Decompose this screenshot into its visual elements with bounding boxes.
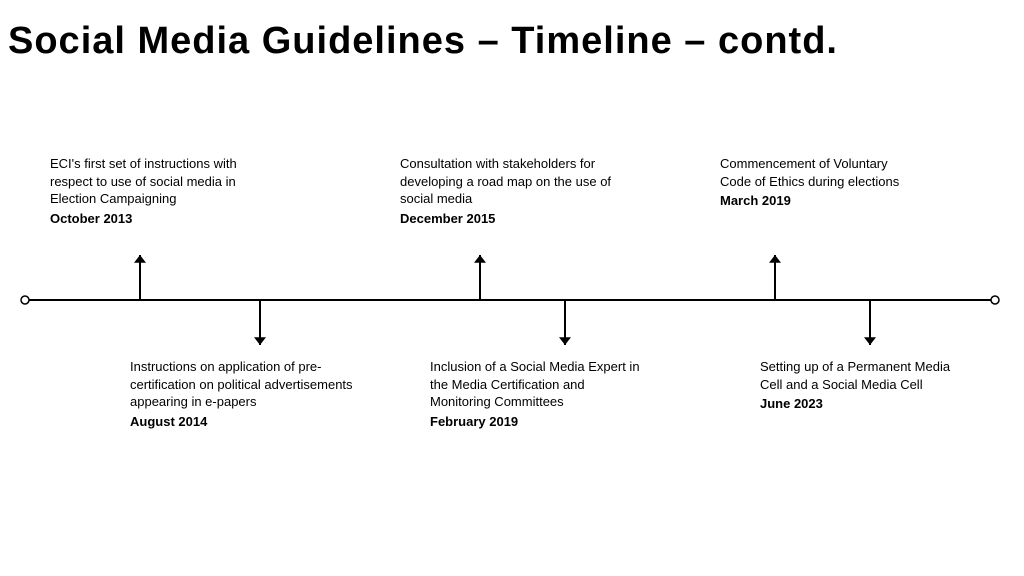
event-description: ECI's first set of instructions with res…	[50, 156, 237, 206]
timeline-event: Setting up of a Permanent Media Cell and…	[760, 358, 960, 413]
event-description: Inclusion of a Social Media Expert in th…	[430, 359, 640, 409]
event-description: Commencement of Voluntary Code of Ethics…	[720, 156, 899, 189]
event-description: Setting up of a Permanent Media Cell and…	[760, 359, 950, 392]
event-description: Consultation with stakeholders for devel…	[400, 156, 611, 206]
timeline-event: Instructions on application of pre-certi…	[130, 358, 370, 430]
event-date: February 2019	[430, 413, 645, 431]
timeline-event: ECI's first set of instructions with res…	[50, 155, 270, 227]
event-date: October 2013	[50, 210, 270, 228]
timeline-event: Inclusion of a Social Media Expert in th…	[430, 358, 645, 430]
event-date: August 2014	[130, 413, 370, 431]
timeline-diagram	[0, 0, 1024, 576]
timeline-event: Consultation with stakeholders for devel…	[400, 155, 630, 227]
event-description: Instructions on application of pre-certi…	[130, 359, 353, 409]
event-date: March 2019	[720, 192, 900, 210]
timeline-event: Commencement of Voluntary Code of Ethics…	[720, 155, 900, 210]
event-date: December 2015	[400, 210, 630, 228]
event-date: June 2023	[760, 395, 960, 413]
